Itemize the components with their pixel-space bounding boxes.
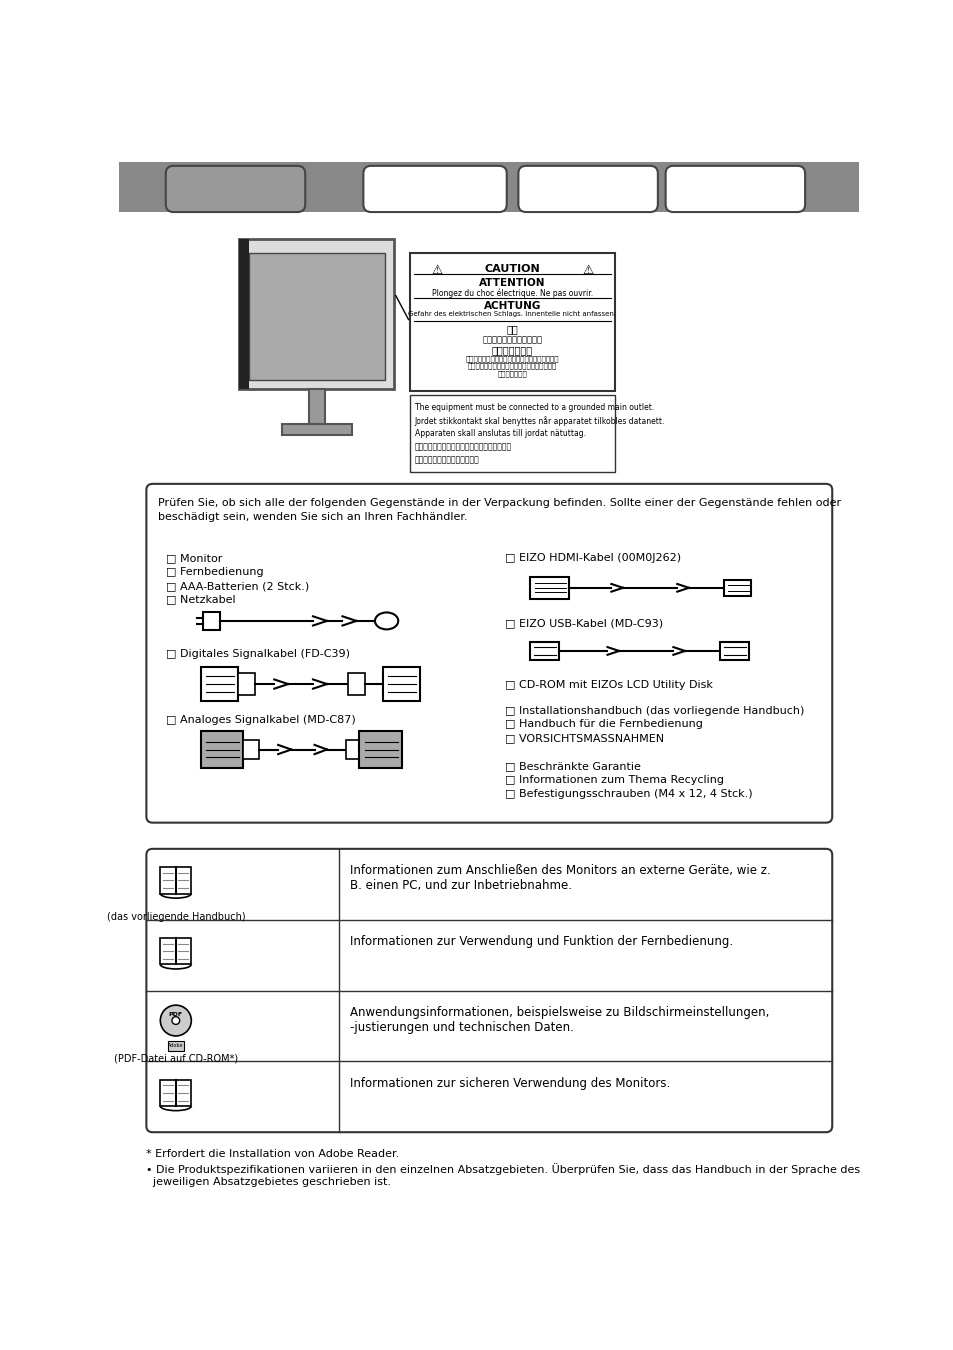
Bar bbox=[530, 576, 568, 598]
Text: 这设备必须连接至接地主插座。: 这设备必须连接至接地主插座。 bbox=[415, 455, 478, 464]
Text: Gefahr des elektrischen Schlags. Innenteile nicht anfassen.: Gefahr des elektrischen Schlags. Innente… bbox=[408, 312, 616, 317]
Ellipse shape bbox=[375, 613, 397, 629]
Bar bbox=[200, 732, 243, 768]
Bar bbox=[200, 667, 237, 701]
Bar bbox=[249, 252, 385, 379]
Text: □ Beschränkte Garantie: □ Beschränkte Garantie bbox=[505, 761, 640, 771]
Text: □ CD-ROM mit EIZOs LCD Utility Disk: □ CD-ROM mit EIZOs LCD Utility Disk bbox=[505, 680, 712, 690]
Bar bbox=[720, 641, 748, 660]
Bar bbox=[382, 667, 419, 701]
Text: Informationen zum Anschließen des Monitors an externe Geräte, wie z.
B. einen PC: Informationen zum Anschließen des Monito… bbox=[350, 864, 770, 892]
Text: □ Digitales Signalkabel (FD-C39): □ Digitales Signalkabel (FD-C39) bbox=[166, 649, 350, 659]
Bar bbox=[237, 674, 254, 695]
Text: □ Installationshandbuch (das vorliegende Handbuch): □ Installationshandbuch (das vorliegende… bbox=[505, 706, 803, 716]
Text: ⚠: ⚠ bbox=[431, 263, 442, 277]
Text: □ EIZO USB-Kabel (MD-C93): □ EIZO USB-Kabel (MD-C93) bbox=[505, 618, 662, 629]
Text: 小心: 小心 bbox=[506, 324, 517, 335]
Text: (PDF-Datei auf CD-ROM*): (PDF-Datei auf CD-ROM*) bbox=[113, 1053, 237, 1064]
Text: ⚠: ⚠ bbox=[582, 263, 593, 277]
Text: □ Netzkabel: □ Netzkabel bbox=[166, 595, 235, 605]
Text: ACHTUNG: ACHTUNG bbox=[483, 301, 540, 312]
Text: □ Fernbedienung: □ Fernbedienung bbox=[166, 567, 263, 576]
Bar bbox=[345, 740, 360, 759]
Text: • Die Produktspezifikationen variieren in den einzelnen Absatzgebieten. Überprüf: • Die Produktspezifikationen variieren i… bbox=[146, 1162, 860, 1174]
Text: □ Monitor: □ Monitor bbox=[166, 554, 222, 563]
FancyBboxPatch shape bbox=[146, 483, 831, 822]
Circle shape bbox=[160, 1006, 192, 1035]
Bar bbox=[410, 396, 615, 472]
Bar bbox=[175, 1080, 192, 1106]
Text: □ VORSICHTSMASSNAHMEN: □ VORSICHTSMASSNAHMEN bbox=[505, 733, 663, 744]
Bar bbox=[282, 424, 352, 435]
Bar bbox=[203, 612, 220, 630]
Text: (das vorliegende Handbuch): (das vorliegende Handbuch) bbox=[107, 913, 245, 922]
Text: The equipment must be connected to a grounded main outlet.: The equipment must be connected to a gro… bbox=[415, 404, 653, 412]
Text: □ Informationen zum Thema Recycling: □ Informationen zum Thema Recycling bbox=[505, 775, 723, 784]
Bar bbox=[160, 1080, 175, 1106]
Text: □ Handbuch für die Fernbedienung: □ Handbuch für die Fernbedienung bbox=[505, 720, 702, 729]
Text: Informationen zur sicheren Verwendung des Monitors.: Informationen zur sicheren Verwendung de… bbox=[350, 1077, 670, 1089]
Text: CAUTION: CAUTION bbox=[484, 263, 539, 274]
Text: * Erfordert die Installation von Adobe Reader.: * Erfordert die Installation von Adobe R… bbox=[146, 1149, 399, 1160]
Text: □ Befestigungsschrauben (M4 x 12, 4 Stck.): □ Befestigungsschrauben (M4 x 12, 4 Stck… bbox=[505, 788, 752, 799]
Bar bbox=[160, 867, 175, 894]
Text: Adobe: Adobe bbox=[168, 1044, 183, 1049]
Bar bbox=[239, 239, 249, 389]
Text: Informationen zur Verwendung und Funktion der Fernbedienung.: Informationen zur Verwendung und Funktio… bbox=[350, 936, 733, 948]
Text: □ EIZO HDMI-Kabel (00M0J262): □ EIZO HDMI-Kabel (00M0J262) bbox=[505, 554, 680, 563]
Text: Prüfen Sie, ob sich alle der folgenden Gegenstände in der Verpackung befinden. S: Prüfen Sie, ob sich alle der folgenden G… bbox=[158, 498, 841, 508]
Text: PDF: PDF bbox=[169, 1012, 183, 1017]
Text: beschädigt sein, wenden Sie sich an Ihren Fachhändler.: beschädigt sein, wenden Sie sich an Ihre… bbox=[158, 512, 467, 521]
Text: jeweiligen Absatzgebietes geschrieben ist.: jeweiligen Absatzgebietes geschrieben is… bbox=[146, 1177, 391, 1187]
Bar bbox=[309, 389, 324, 424]
Bar bbox=[175, 867, 192, 894]
Bar bbox=[160, 938, 175, 964]
Bar bbox=[348, 674, 365, 695]
Text: サービスマン以外の方は手を触れないでください
ない。内部には電圧部分があります。ガーさわ
ると危険です。: サービスマン以外の方は手を触れないでください ない。内部には電圧部分があります。… bbox=[465, 355, 558, 377]
Text: □ AAA-Batterien (2 Stck.): □ AAA-Batterien (2 Stck.) bbox=[166, 580, 309, 591]
Text: 有触电危及地。请勿打开。: 有触电危及地。请勿打开。 bbox=[482, 335, 542, 344]
Text: Anwendungsinformationen, beispielsweise zu Bildschirmeinstellungen,
-justierunge: Anwendungsinformationen, beispielsweise … bbox=[350, 1006, 769, 1034]
Bar bbox=[359, 732, 402, 768]
Bar bbox=[243, 740, 258, 759]
Bar bbox=[239, 239, 394, 389]
Bar bbox=[723, 580, 750, 595]
Text: 警告・開放注意: 警告・開放注意 bbox=[492, 346, 533, 355]
Text: Jordet stikkontakt skal benyttes når apparatet tilkobles datanett.: Jordet stikkontakt skal benyttes når app… bbox=[415, 416, 664, 427]
Bar bbox=[168, 1041, 183, 1052]
FancyBboxPatch shape bbox=[166, 166, 305, 212]
Text: □ Analoges Signalkabel (MD-C87): □ Analoges Signalkabel (MD-C87) bbox=[166, 716, 355, 725]
Text: 電源コードのアースは必ず接地してください。: 電源コードのアースは必ず接地してください。 bbox=[415, 443, 511, 451]
FancyBboxPatch shape bbox=[517, 166, 658, 212]
FancyBboxPatch shape bbox=[146, 849, 831, 1133]
Text: Apparaten skall anslutas till jordat nätuttag.: Apparaten skall anslutas till jordat nät… bbox=[415, 429, 585, 439]
Circle shape bbox=[172, 1017, 179, 1025]
Bar bbox=[410, 252, 615, 392]
Bar bbox=[175, 938, 192, 964]
Bar bbox=[530, 641, 558, 660]
Bar bbox=[119, 162, 858, 212]
FancyBboxPatch shape bbox=[363, 166, 506, 212]
Text: ATTENTION: ATTENTION bbox=[478, 278, 545, 288]
Text: Plongez du choc électrique. Ne pas ouvrir.: Plongez du choc électrique. Ne pas ouvri… bbox=[432, 289, 593, 298]
FancyBboxPatch shape bbox=[665, 166, 804, 212]
